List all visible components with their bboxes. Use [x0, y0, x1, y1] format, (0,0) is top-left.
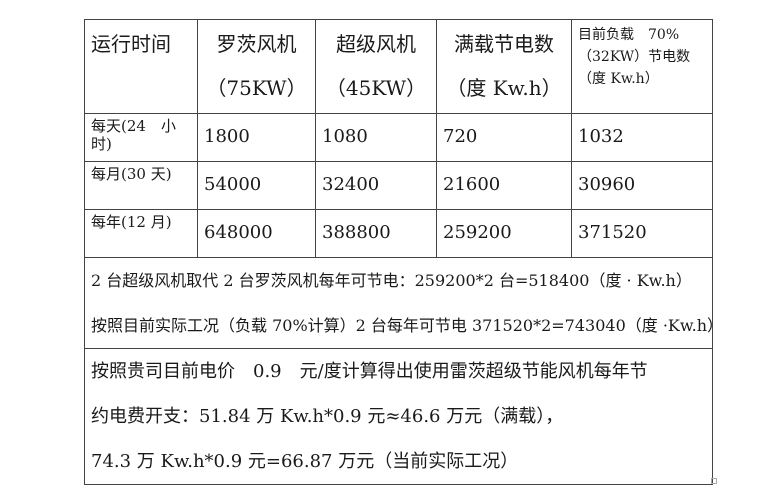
note-line: 2 台超级风机取代 2 台罗茨风机每年可节电：259200*2 台=518400…	[91, 271, 692, 290]
table-row-daily: 每天(24 小时) 1800 1080 720 1032	[84, 113, 713, 162]
table-cell: 1080	[315, 113, 437, 162]
header-unit: （45KW）	[325, 76, 427, 100]
header-unit: （75KW）	[206, 76, 307, 100]
header-text: （32KW）节电数	[578, 49, 691, 65]
table-cell: 32400	[315, 161, 437, 210]
table-row-monthly: 每月(30 天) 54000 32400 21600 30960	[84, 161, 713, 210]
header-text: 运行时间	[91, 32, 171, 56]
table-cell: 648000	[197, 209, 316, 258]
table-cell: 30960	[571, 161, 713, 210]
table-cell: 1032	[571, 113, 713, 162]
table-cell: 388800	[315, 209, 437, 258]
table-cell: 371520	[571, 209, 713, 258]
header-text: 超级风机	[336, 32, 416, 56]
header-text: 满载节电数	[454, 32, 554, 56]
header-text: 目前负载 70%	[578, 27, 680, 43]
header-unit: （度 Kw.h）	[578, 71, 659, 87]
header-unit: （度 Kw.h）	[446, 76, 562, 100]
savings-notes: 2 台超级风机取代 2 台罗茨风机每年可节电：259200*2 台=518400…	[84, 257, 724, 349]
header-row: 运行时间 罗茨风机 （75KW） 超级风机 （45KW） 满载节电数 （度 Kw.h）…	[84, 19, 713, 114]
savings-notes-row: 2 台超级风机取代 2 台罗茨风机每年可节电：259200*2 台=518400…	[84, 257, 724, 349]
table-cell: 21600	[436, 161, 572, 210]
table-cell: 1800	[197, 113, 316, 162]
cost-summary-row: 按照贵司目前电价 0.9 元/度计算得出使用雷茨超级节能风机每年节 约电费开支：…	[84, 348, 713, 485]
table-cell: 720	[436, 113, 572, 162]
row-label: 每天(24 小时)	[84, 113, 198, 162]
summary-line: 约电费开支：51.84 万 Kw.h*0.9 元≈46.6 万元（满载），	[91, 406, 564, 427]
paragraph-mark-icon	[711, 478, 717, 484]
table-row-yearly: 每年(12 月) 648000 388800 259200 371520	[84, 209, 713, 258]
header-cell-current-load-savings: 目前负载 70% （32KW）节电数 （度 Kw.h）	[571, 19, 713, 114]
header-text: 罗茨风机	[216, 32, 297, 56]
header-cell-roots-blower: 罗茨风机 （75KW）	[197, 19, 316, 114]
row-label: 每年(12 月)	[84, 209, 198, 258]
summary-line: 按照贵司目前电价 0.9 元/度计算得出使用雷茨超级节能风机每年节	[91, 361, 648, 382]
energy-savings-table: 运行时间 罗茨风机 （75KW） 超级风机 （45KW） 满载节电数 （度 Kw.h）…	[84, 19, 724, 485]
row-label: 每月(30 天)	[84, 161, 198, 210]
summary-line: 74.3 万 Kw.h*0.9 元=66.87 万元（当前实际工况）	[91, 451, 519, 472]
header-cell-super-blower: 超级风机 （45KW）	[315, 19, 437, 114]
cost-summary: 按照贵司目前电价 0.9 元/度计算得出使用雷茨超级节能风机每年节 约电费开支：…	[84, 348, 713, 485]
table-cell: 259200	[436, 209, 572, 258]
note-line: 按照目前实际工况（负载 70%计算）2 台每年可节电 371520*2=7430…	[91, 316, 724, 335]
header-cell-time: 运行时间	[84, 19, 198, 114]
header-cell-full-load-savings: 满载节电数 （度 Kw.h）	[436, 19, 572, 114]
table-cell: 54000	[197, 161, 316, 210]
